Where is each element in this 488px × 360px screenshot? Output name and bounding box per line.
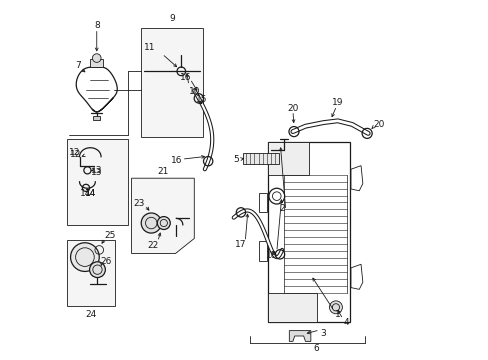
Polygon shape xyxy=(350,166,362,191)
Text: 25: 25 xyxy=(104,231,116,240)
Circle shape xyxy=(141,213,161,233)
Text: 10: 10 xyxy=(188,86,200,95)
Bar xyxy=(93,116,100,120)
Circle shape xyxy=(70,243,99,271)
Polygon shape xyxy=(131,178,194,253)
Text: 6: 6 xyxy=(313,344,319,353)
Text: 20: 20 xyxy=(286,104,298,113)
Circle shape xyxy=(329,301,342,314)
Bar xyxy=(242,153,278,164)
Bar xyxy=(267,142,349,321)
Text: 13: 13 xyxy=(91,166,102,175)
Text: 14: 14 xyxy=(84,189,96,198)
Text: 18: 18 xyxy=(265,251,277,260)
Polygon shape xyxy=(289,330,310,341)
Text: 7: 7 xyxy=(75,62,81,71)
Text: 22: 22 xyxy=(147,241,158,250)
Text: 16: 16 xyxy=(179,73,191,82)
Polygon shape xyxy=(350,264,362,289)
Text: 26: 26 xyxy=(101,257,112,266)
Polygon shape xyxy=(258,193,266,212)
Polygon shape xyxy=(76,67,117,112)
Polygon shape xyxy=(258,241,266,261)
Text: 12: 12 xyxy=(68,148,80,157)
Text: 16: 16 xyxy=(170,156,182,165)
Circle shape xyxy=(89,262,105,278)
Text: 14: 14 xyxy=(80,189,91,198)
Text: 8: 8 xyxy=(94,21,100,30)
Text: 12: 12 xyxy=(69,150,81,159)
Text: 17: 17 xyxy=(235,240,246,249)
Text: 21: 21 xyxy=(157,167,168,176)
Text: 23: 23 xyxy=(133,199,144,208)
Bar xyxy=(67,139,128,225)
Circle shape xyxy=(92,54,101,62)
Bar xyxy=(267,142,308,175)
Bar xyxy=(267,293,317,321)
Text: 19: 19 xyxy=(331,98,343,107)
Text: 24: 24 xyxy=(85,310,97,319)
Text: 1: 1 xyxy=(334,310,340,319)
Text: 9: 9 xyxy=(169,14,174,23)
Text: 14: 14 xyxy=(85,189,97,198)
Text: 3: 3 xyxy=(320,329,325,338)
Text: 4: 4 xyxy=(343,318,349,327)
Bar xyxy=(140,28,203,137)
Text: 5: 5 xyxy=(233,155,239,164)
Bar xyxy=(67,240,115,306)
Circle shape xyxy=(157,217,170,229)
Text: 11: 11 xyxy=(143,43,155,52)
Text: 2: 2 xyxy=(279,204,285,213)
Text: 15: 15 xyxy=(196,95,207,104)
Text: 13: 13 xyxy=(91,168,102,177)
Bar xyxy=(90,59,103,67)
Text: 20: 20 xyxy=(372,120,384,129)
